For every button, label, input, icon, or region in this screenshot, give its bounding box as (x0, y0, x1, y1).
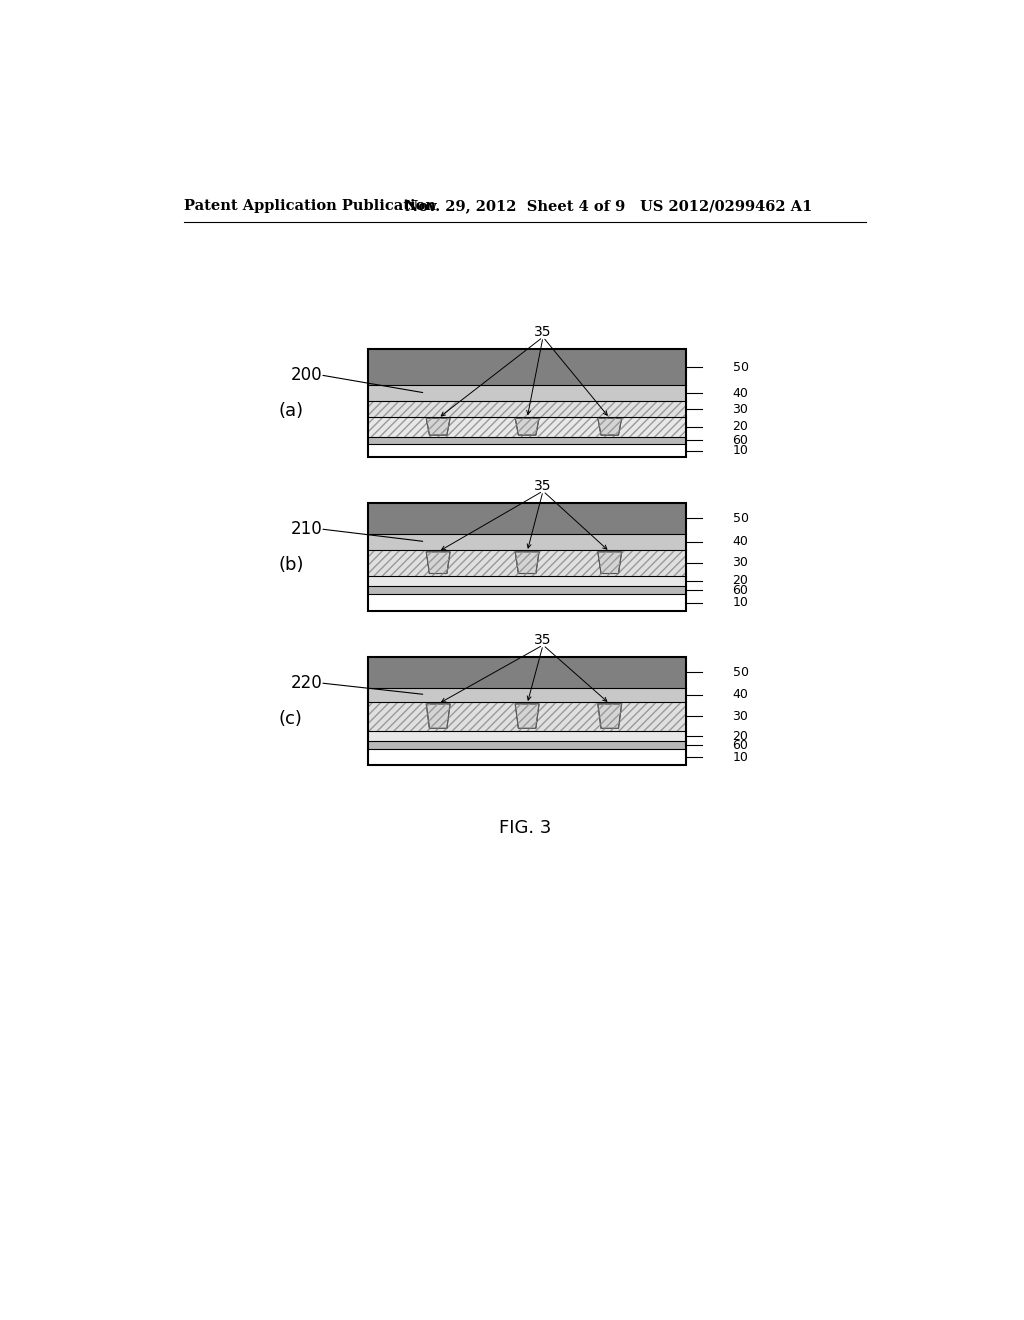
Bar (369, 417, 686, 437)
Text: 30: 30 (732, 556, 749, 569)
Bar (369, 701, 686, 731)
Text: 10: 10 (732, 751, 749, 763)
Text: 35: 35 (535, 634, 552, 647)
Bar (369, 657, 686, 766)
Text: (a): (a) (279, 403, 303, 420)
Polygon shape (515, 552, 539, 573)
Polygon shape (426, 704, 451, 729)
Bar (369, 385, 686, 401)
Polygon shape (515, 704, 539, 729)
Bar (369, 445, 686, 457)
Text: 20: 20 (732, 421, 749, 433)
Text: (c): (c) (279, 710, 303, 727)
Bar (369, 731, 686, 742)
Bar (369, 533, 686, 549)
Text: 200: 200 (291, 366, 323, 384)
Polygon shape (426, 418, 451, 436)
Text: 50: 50 (732, 512, 749, 525)
Text: Patent Application Publication: Patent Application Publication (183, 199, 436, 213)
Text: 35: 35 (535, 479, 552, 494)
Bar (369, 350, 686, 385)
Text: 60: 60 (732, 739, 749, 751)
Bar (369, 401, 686, 417)
Text: 20: 20 (732, 574, 749, 587)
Text: 50: 50 (732, 667, 749, 678)
Text: 220: 220 (291, 675, 323, 692)
Text: 60: 60 (732, 583, 749, 597)
Polygon shape (426, 552, 451, 573)
Bar (369, 549, 686, 576)
Polygon shape (598, 552, 622, 573)
Bar (369, 503, 686, 611)
Bar (369, 576, 686, 586)
Bar (369, 350, 686, 457)
Text: 40: 40 (732, 387, 749, 400)
Bar (369, 503, 686, 533)
Bar (369, 594, 686, 611)
Bar (369, 417, 686, 437)
Text: 40: 40 (732, 688, 749, 701)
Bar (369, 748, 686, 766)
Text: 30: 30 (732, 403, 749, 416)
Text: 40: 40 (732, 535, 749, 548)
Bar (369, 701, 686, 731)
Bar (369, 688, 686, 701)
Text: (b): (b) (278, 556, 303, 574)
Text: 30: 30 (732, 710, 749, 722)
Text: FIG. 3: FIG. 3 (499, 820, 551, 837)
Bar (369, 657, 686, 688)
Bar (369, 586, 686, 594)
Polygon shape (598, 704, 622, 729)
Text: 50: 50 (732, 360, 749, 374)
Text: US 2012/0299462 A1: US 2012/0299462 A1 (640, 199, 812, 213)
Bar (369, 549, 686, 576)
Bar (369, 401, 686, 417)
Bar (369, 437, 686, 445)
Text: 20: 20 (732, 730, 749, 743)
Text: 60: 60 (732, 434, 749, 447)
Polygon shape (598, 418, 622, 436)
Polygon shape (515, 418, 539, 436)
Bar (369, 742, 686, 748)
Text: Nov. 29, 2012  Sheet 4 of 9: Nov. 29, 2012 Sheet 4 of 9 (406, 199, 626, 213)
Text: 10: 10 (732, 445, 749, 457)
Text: 210: 210 (291, 520, 323, 539)
Text: 35: 35 (535, 326, 552, 339)
Text: 10: 10 (732, 597, 749, 609)
